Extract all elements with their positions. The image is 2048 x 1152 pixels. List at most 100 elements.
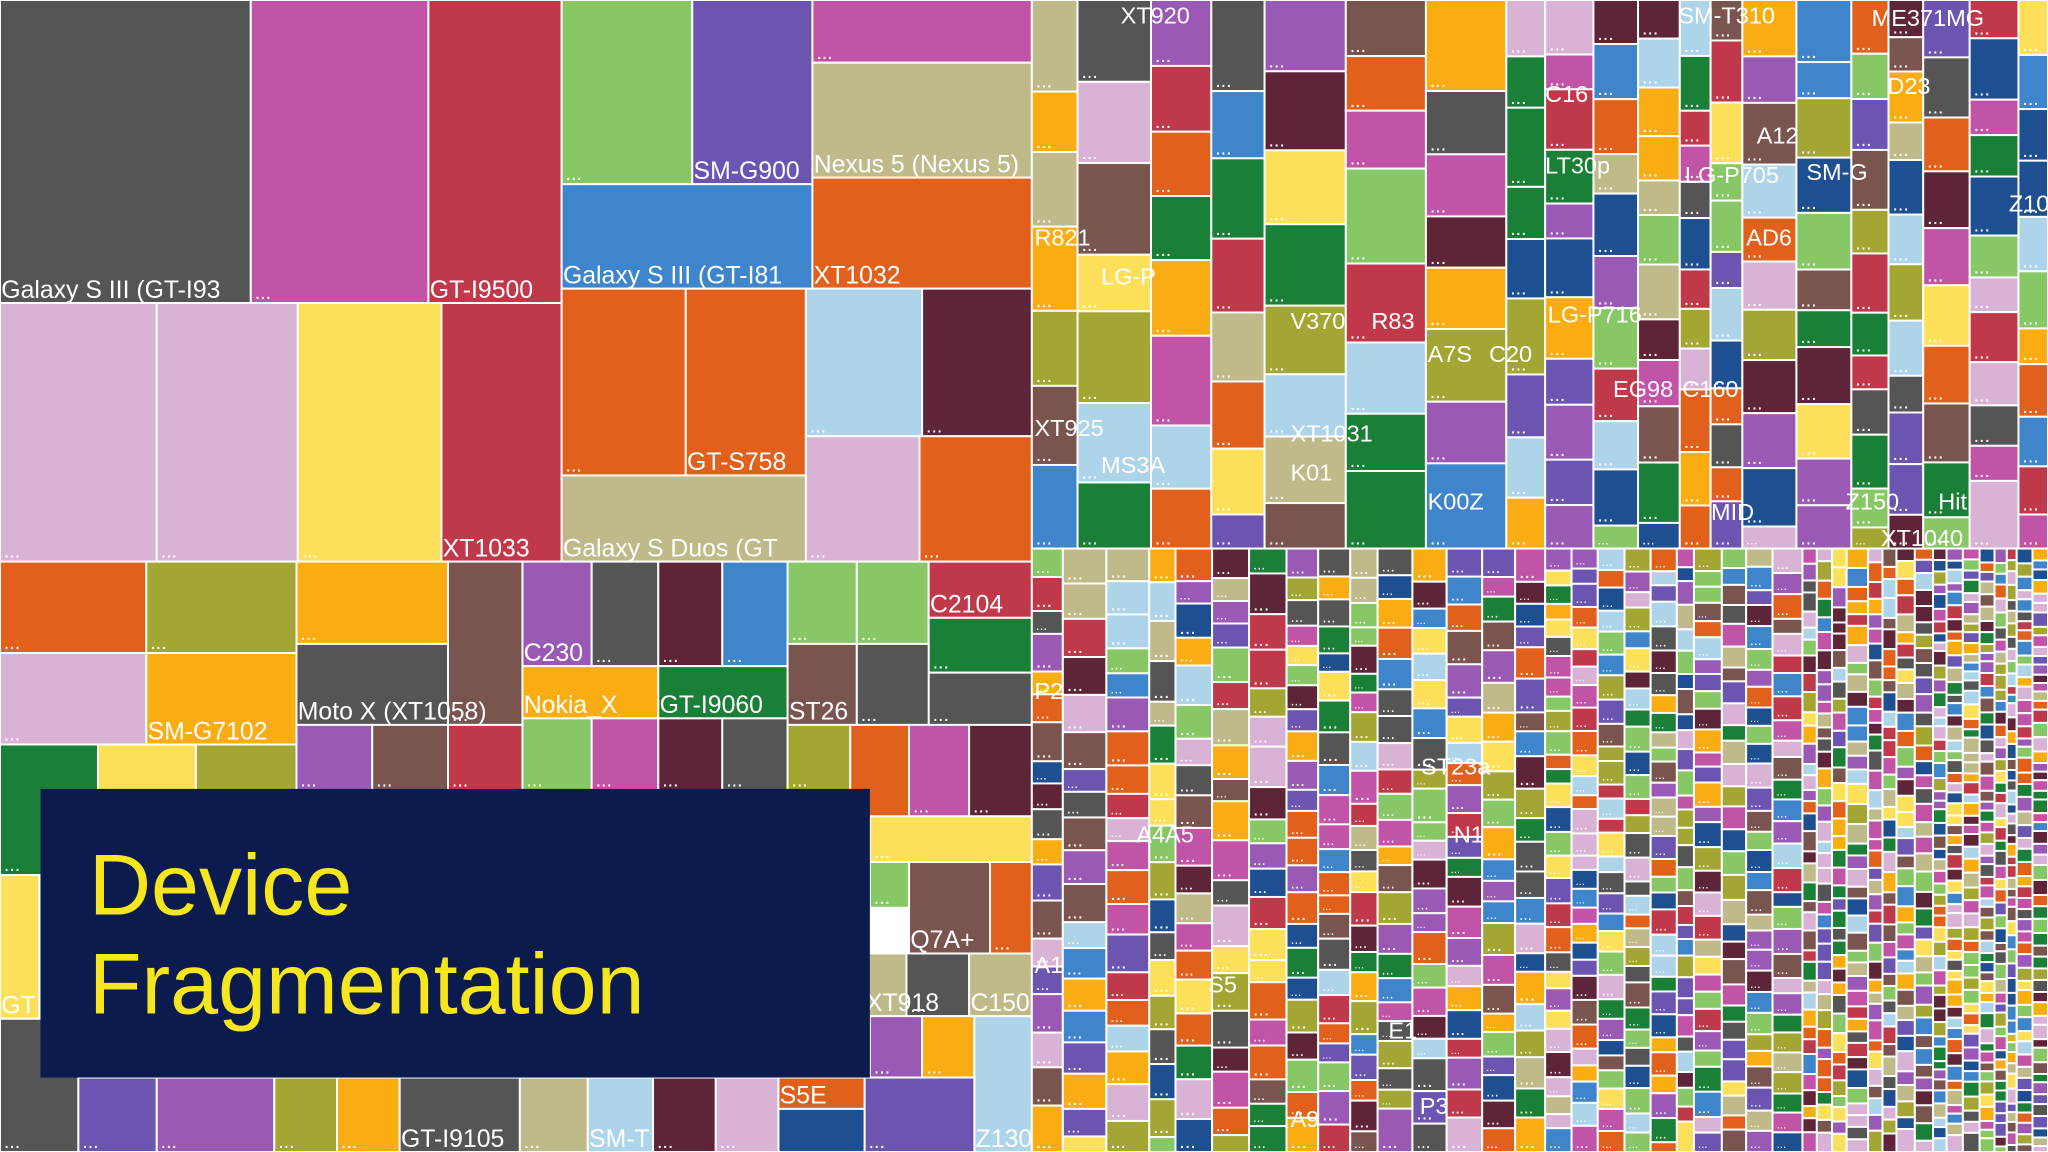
tile-ellipsis: ... (1519, 959, 1528, 971)
tile-label: GT-I9500 (430, 277, 533, 304)
tile (1913, 1063, 1935, 1079)
tile (1675, 1086, 1695, 1108)
tile-ellipsis: ... (1110, 710, 1126, 732)
tile (1263, 373, 1347, 438)
tile-ellipsis: ... (1597, 400, 1613, 422)
tile (1745, 547, 1774, 568)
tile (1720, 724, 1748, 742)
tile (804, 287, 924, 438)
tile (1993, 626, 2008, 641)
tile-ellipsis: ... (1684, 35, 1700, 57)
tile (1815, 700, 1834, 715)
tile (1895, 948, 1916, 962)
tile (1867, 878, 1884, 896)
tile-ellipsis: ... (1067, 901, 1083, 923)
tile (1637, 521, 1681, 550)
tile-ellipsis: ... (1746, 197, 1762, 219)
tile (1978, 580, 1996, 596)
tile (652, 1076, 717, 1152)
tile-ellipsis: ... (1642, 67, 1658, 89)
tile (2015, 725, 2034, 740)
tile-ellipsis: ... (1655, 1059, 1667, 1075)
tile (518, 1076, 589, 1152)
tile (1932, 1078, 1948, 1092)
tile-ellipsis: ... (1519, 933, 1534, 953)
tile (1211, 708, 1251, 747)
tile-ellipsis: ... (1597, 133, 1613, 155)
tile (1801, 654, 1818, 675)
tile-ellipsis: ... (1602, 804, 1612, 818)
tile-ellipsis: ... (1602, 841, 1614, 857)
tile (1932, 847, 1948, 861)
tile (1544, 618, 1573, 638)
tile (1961, 1080, 1981, 1098)
tile-ellipsis: ... (1322, 1004, 1336, 1023)
tile-ellipsis: ... (1684, 288, 1700, 310)
tile-ellipsis: ... (1486, 886, 1496, 900)
tile (1887, 263, 1925, 322)
tile (1445, 1116, 1484, 1152)
tile-ellipsis: ... (1715, 403, 1731, 425)
tile (1831, 621, 1848, 635)
tile (1675, 672, 1695, 691)
tile (1845, 661, 1870, 676)
tile (1945, 1005, 1964, 1019)
tile-label: C150 (970, 990, 1029, 1017)
tile-ellipsis: ... (1715, 20, 1731, 42)
tile (1815, 767, 1834, 790)
tile (1867, 1129, 1884, 1152)
tile (1678, 180, 1712, 220)
tile-ellipsis: ... (1322, 923, 1334, 939)
tile-ellipsis: ... (1698, 736, 1710, 752)
tile-ellipsis: ... (1892, 243, 1908, 265)
tile (1831, 711, 1848, 732)
tile (1913, 802, 1935, 824)
tile (2015, 953, 2034, 969)
tile (1831, 939, 1848, 957)
tile-ellipsis: ... (1451, 1070, 1467, 1091)
tile-ellipsis: ... (1354, 1040, 1364, 1054)
tile (1993, 1025, 2008, 1038)
tile (1675, 1035, 1695, 1053)
tile-ellipsis: ... (1642, 244, 1658, 266)
tile-ellipsis: ... (1628, 1097, 1641, 1114)
tile-ellipsis: ... (1382, 934, 1397, 954)
tile (1649, 625, 1678, 652)
tile (1850, 208, 1890, 255)
tile (1344, 167, 1427, 265)
tile (811, 0, 1033, 64)
tile-ellipsis: ... (1290, 796, 1301, 810)
tile (1867, 909, 1884, 925)
tile-ellipsis: ... (1253, 1029, 1266, 1046)
tile-ellipsis: ... (1974, 425, 1990, 447)
tile (1913, 1034, 1935, 1050)
tile-ellipsis: ... (1430, 70, 1446, 92)
tile (1913, 925, 1935, 941)
tile (1932, 1102, 1948, 1119)
tile (1895, 1128, 1916, 1152)
tile-ellipsis: ... (1322, 609, 1336, 627)
tile-ellipsis: ... (1153, 879, 1169, 901)
tile (1514, 787, 1547, 820)
tile-ellipsis: ... (1642, 18, 1658, 40)
tile-ellipsis: ... (1290, 631, 1300, 645)
tile (1932, 1126, 1948, 1140)
tile (1263, 435, 1347, 505)
tile (811, 61, 1033, 179)
tile (1317, 794, 1352, 826)
tile (1845, 740, 1870, 757)
tile (1895, 697, 1916, 714)
tile (1831, 1079, 1848, 1098)
tile (1932, 716, 1948, 728)
tile-ellipsis: ... (1892, 528, 1908, 550)
tile (1248, 1044, 1288, 1081)
tile-label: N1 (1454, 821, 1484, 847)
tile-ellipsis: ... (1800, 289, 1816, 311)
tile-ellipsis: ... (1597, 287, 1613, 309)
tile-ellipsis: ... (1067, 748, 1083, 770)
tile (1514, 896, 1547, 925)
tile (1867, 960, 1884, 981)
tile-ellipsis: ... (1575, 930, 1584, 942)
tile-ellipsis: ... (1290, 904, 1306, 925)
tile (1692, 938, 1723, 958)
